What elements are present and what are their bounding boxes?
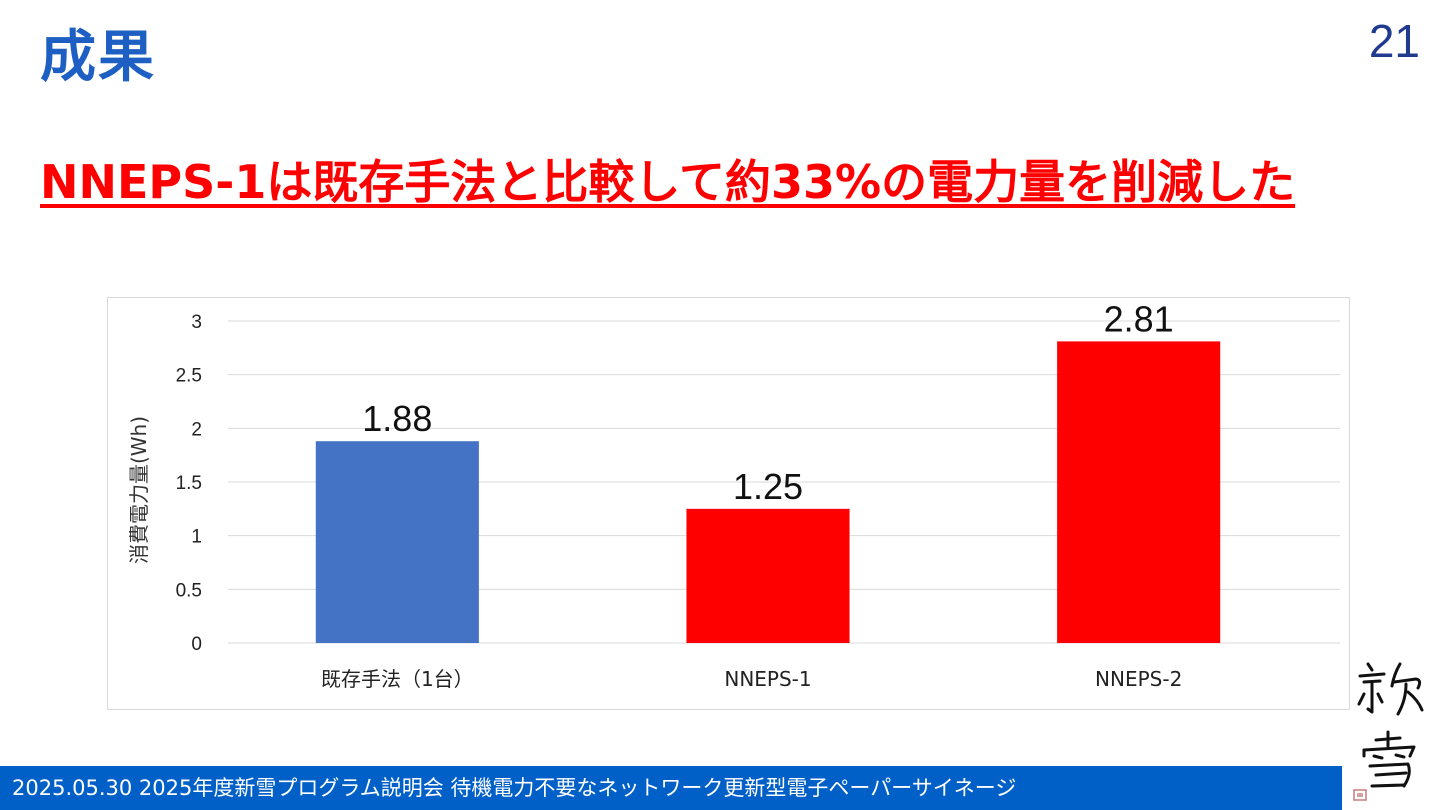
bars bbox=[315, 341, 1221, 643]
y-tick-label: 3 bbox=[191, 312, 202, 333]
y-tick-label: 0.5 bbox=[176, 580, 202, 601]
headline: NNEPS-1は既存手法と比較して約33%の電力量を削減した bbox=[40, 155, 1296, 209]
bar-chart: 0 0.5 1 1.5 2 2.5 3 1.88 1.25 2.81 既存手法（1台） NNEPS… bbox=[107, 297, 1350, 710]
y-tick-label: 1.5 bbox=[176, 473, 202, 494]
page-number: 21 bbox=[1368, 15, 1420, 67]
y-tick-label: 2 bbox=[191, 419, 202, 440]
category-label: 既存手法（1台） bbox=[321, 667, 474, 691]
shinsetsu-logo bbox=[1348, 652, 1434, 802]
footer-text: 2025.05.30 2025年度新雪プログラム説明会 待機電力不要なネットワー… bbox=[12, 776, 1017, 800]
data-labels: 1.88 1.25 2.81 bbox=[362, 298, 1173, 506]
footer-bar: 2025.05.30 2025年度新雪プログラム説明会 待機電力不要なネットワー… bbox=[0, 766, 1342, 810]
data-label: 1.88 bbox=[362, 398, 432, 439]
y-tick-label: 0 bbox=[191, 634, 202, 655]
data-label: 1.25 bbox=[733, 466, 803, 507]
bar bbox=[315, 441, 479, 643]
y-tick-label: 2.5 bbox=[176, 366, 202, 387]
category-label: NNEPS-2 bbox=[1095, 667, 1182, 691]
slide-title: 成果 bbox=[40, 25, 156, 90]
data-label: 2.81 bbox=[1104, 298, 1174, 339]
bar bbox=[686, 508, 850, 643]
y-axis-title: 消費電力量(Wh) bbox=[127, 416, 151, 564]
x-axis-categories: 既存手法（1台） NNEPS-1 NNEPS-2 bbox=[321, 667, 1182, 691]
y-tick-label: 1 bbox=[191, 527, 202, 548]
category-label: NNEPS-1 bbox=[724, 667, 811, 691]
chart-svg: 0 0.5 1 1.5 2 2.5 3 1.88 1.25 2.81 既存手法（1台） NNEPS… bbox=[127, 298, 1340, 691]
bar bbox=[1057, 341, 1221, 643]
y-axis-ticks: 0 0.5 1 1.5 2 2.5 3 bbox=[176, 312, 202, 655]
